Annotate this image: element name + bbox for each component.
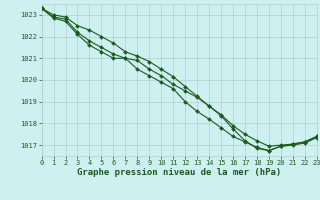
X-axis label: Graphe pression niveau de la mer (hPa): Graphe pression niveau de la mer (hPa) [77, 168, 281, 177]
